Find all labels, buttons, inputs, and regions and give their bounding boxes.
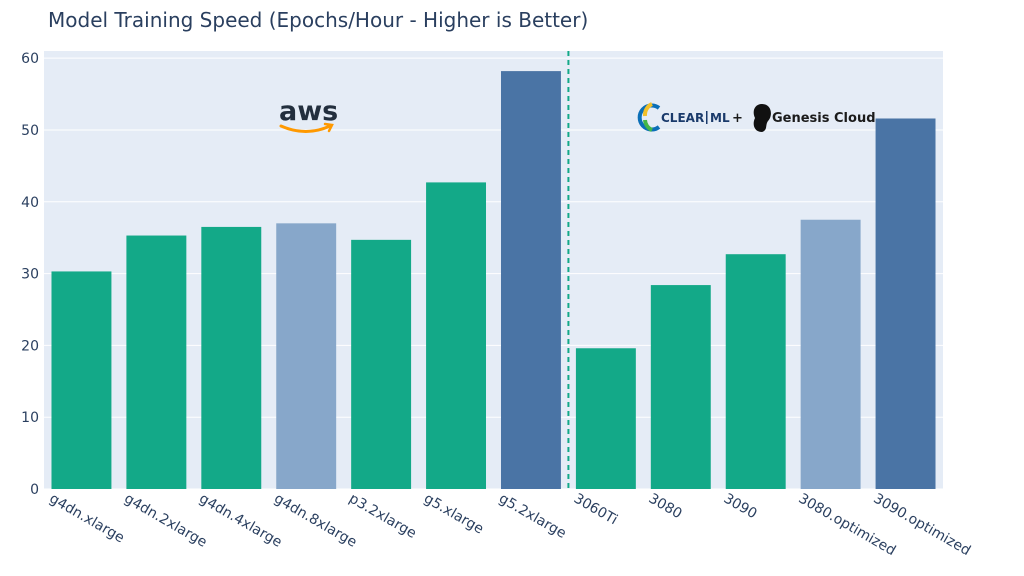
x-tick-label: g4dn.2xlarge	[121, 491, 209, 551]
x-tick-label: g4dn.xlarge	[46, 491, 127, 547]
clearml-ml-text: ML	[710, 111, 730, 125]
bar-3080-optimized	[800, 219, 861, 489]
logo-plus: +	[732, 111, 743, 126]
y-tick-label: 50	[21, 123, 39, 139]
genesis-cloud-icon	[753, 104, 771, 132]
x-axis-ticks: g4dn.xlargeg4dn.2xlargeg4dn.4xlargeg4dn.…	[46, 491, 973, 560]
bar-3080	[650, 285, 711, 489]
y-tick-label: 40	[21, 195, 39, 211]
aws-logo: aws	[279, 96, 338, 133]
plot-area	[44, 51, 943, 489]
y-tick-label: 60	[21, 51, 39, 67]
bar-3090	[725, 254, 786, 489]
clearml-separator	[706, 111, 708, 124]
genesis-cloud-text: Genesis Cloud	[772, 111, 876, 126]
bar-g4dn-2xlarge	[126, 235, 187, 489]
bar-3060ti	[575, 348, 636, 489]
bars	[51, 71, 936, 489]
x-tick-label: 3060Ti	[571, 491, 620, 529]
clearml-genesis-logo: CLEAR ML + Genesis Cloud	[637, 102, 876, 132]
x-tick-label: g4dn.4xlarge	[196, 491, 284, 551]
y-tick-label: 30	[21, 267, 39, 283]
aws-logo-text: aws	[279, 96, 338, 127]
x-tick-label: 3080	[646, 491, 685, 523]
aws-arrow-icon	[323, 122, 334, 133]
bar-g5-2xlarge	[500, 71, 561, 489]
bar-g4dn-8xlarge	[276, 223, 337, 489]
x-tick-label: p3.2xlarge	[346, 491, 419, 542]
chart-title: Model Training Speed (Epochs/Hour - High…	[48, 8, 588, 32]
y-tick-label: 20	[21, 338, 39, 354]
clearml-logo-text: CLEAR	[661, 111, 704, 125]
y-tick-label: 0	[30, 482, 39, 498]
clearml-c-icon	[637, 102, 661, 132]
bar-g4dn-xlarge	[51, 271, 112, 489]
bar-g5-xlarge	[426, 182, 487, 489]
y-tick-label: 10	[21, 410, 39, 426]
bar-p3-2xlarge	[351, 239, 412, 489]
gridlines	[44, 57, 943, 490]
x-tick-label: g5.xlarge	[421, 491, 486, 538]
aws-smile-icon	[279, 124, 332, 133]
bar-3090-optimized	[875, 118, 936, 489]
x-tick-label: g5.2xlarge	[496, 491, 569, 542]
x-tick-label: 3090	[721, 491, 760, 523]
x-tick-label: g4dn.8xlarge	[271, 491, 359, 551]
y-axis-ticks: 0 10 20 30 40 50 60	[21, 51, 39, 498]
bar-g4dn-4xlarge	[201, 226, 262, 489]
